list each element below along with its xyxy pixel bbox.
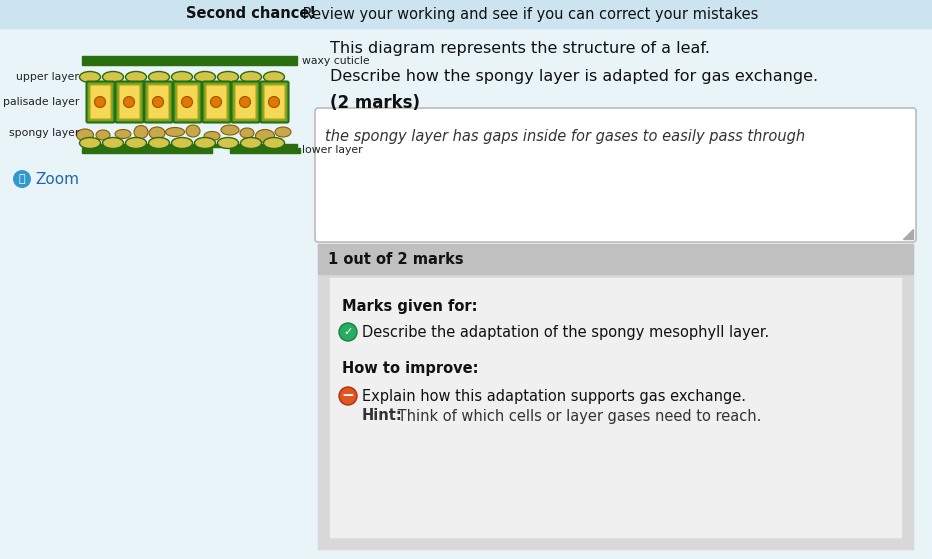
FancyBboxPatch shape	[87, 82, 115, 122]
Ellipse shape	[79, 72, 101, 83]
Text: lower layer: lower layer	[302, 145, 363, 155]
Bar	[82, 62, 297, 65]
Ellipse shape	[148, 138, 170, 149]
Ellipse shape	[255, 130, 275, 143]
Text: spongy layer: spongy layer	[8, 128, 79, 138]
Ellipse shape	[96, 130, 110, 140]
Ellipse shape	[153, 97, 163, 107]
Text: Second chance!: Second chance!	[186, 7, 316, 21]
FancyBboxPatch shape	[148, 85, 169, 119]
Ellipse shape	[171, 138, 193, 149]
Ellipse shape	[79, 138, 101, 149]
Ellipse shape	[240, 128, 254, 138]
Bar	[230, 148, 300, 153]
Ellipse shape	[126, 72, 146, 83]
FancyBboxPatch shape	[315, 108, 916, 242]
FancyBboxPatch shape	[235, 85, 256, 119]
Bar	[82, 56, 297, 61]
Text: Marks given for:: Marks given for:	[342, 299, 477, 314]
Ellipse shape	[94, 97, 105, 107]
Ellipse shape	[166, 127, 185, 136]
Ellipse shape	[126, 138, 146, 149]
Ellipse shape	[217, 138, 239, 149]
Ellipse shape	[211, 97, 222, 107]
Ellipse shape	[275, 127, 291, 137]
Ellipse shape	[134, 126, 148, 139]
FancyBboxPatch shape	[261, 82, 289, 122]
FancyBboxPatch shape	[173, 82, 201, 122]
Text: −: −	[342, 389, 354, 404]
Text: This diagram represents the structure of a leaf.: This diagram represents the structure of…	[330, 41, 710, 56]
Ellipse shape	[186, 125, 200, 137]
FancyBboxPatch shape	[202, 82, 230, 122]
Bar	[82, 148, 212, 153]
Bar	[0, 0, 932, 28]
Text: palisade layer: palisade layer	[3, 97, 79, 107]
FancyBboxPatch shape	[90, 85, 111, 119]
Text: waxy cuticle: waxy cuticle	[302, 56, 370, 66]
Text: Think of which cells or layer gases need to reach.: Think of which cells or layer gases need…	[393, 409, 761, 424]
Bar	[330, 278, 901, 537]
Text: Hint:: Hint:	[362, 409, 403, 424]
Ellipse shape	[204, 131, 220, 140]
Text: (2 marks): (2 marks)	[330, 94, 420, 112]
Text: ✓: ✓	[343, 327, 352, 337]
FancyBboxPatch shape	[177, 85, 198, 119]
Ellipse shape	[240, 138, 262, 149]
Ellipse shape	[264, 72, 284, 83]
Ellipse shape	[103, 138, 124, 149]
Ellipse shape	[221, 125, 239, 135]
Text: Explain how this adaptation supports gas exchange.: Explain how this adaptation supports gas…	[362, 389, 746, 404]
FancyBboxPatch shape	[119, 85, 140, 119]
Ellipse shape	[124, 97, 134, 107]
Text: How to improve:: How to improve:	[342, 361, 478, 376]
Text: Describe how the spongy layer is adapted for gas exchange.: Describe how the spongy layer is adapted…	[330, 69, 818, 84]
Polygon shape	[903, 229, 913, 239]
Bar	[318, 244, 913, 274]
FancyBboxPatch shape	[231, 82, 259, 122]
Ellipse shape	[264, 138, 284, 149]
Text: Zoom: Zoom	[35, 172, 79, 187]
Text: upper layer: upper layer	[16, 72, 79, 82]
Ellipse shape	[240, 97, 251, 107]
Circle shape	[339, 323, 357, 341]
Circle shape	[13, 170, 31, 188]
Ellipse shape	[195, 138, 215, 149]
Text: the spongy layer has gaps inside for gases to easily pass through: the spongy layer has gaps inside for gas…	[325, 129, 805, 144]
FancyBboxPatch shape	[264, 85, 285, 119]
Circle shape	[339, 387, 357, 405]
Ellipse shape	[115, 130, 131, 139]
Bar	[318, 244, 913, 549]
FancyBboxPatch shape	[116, 82, 144, 122]
Ellipse shape	[149, 127, 165, 139]
Ellipse shape	[171, 72, 193, 83]
Ellipse shape	[103, 72, 124, 83]
Ellipse shape	[195, 72, 215, 83]
Ellipse shape	[76, 129, 93, 141]
Text: Review your working and see if you can correct your mistakes: Review your working and see if you can c…	[298, 7, 759, 21]
Text: ⌕: ⌕	[19, 174, 25, 184]
Ellipse shape	[240, 72, 262, 83]
Text: 1 out of 2 marks: 1 out of 2 marks	[328, 252, 463, 267]
Ellipse shape	[268, 97, 280, 107]
Text: Describe the adaptation of the spongy mesophyll layer.: Describe the adaptation of the spongy me…	[362, 325, 769, 339]
FancyBboxPatch shape	[144, 82, 172, 122]
FancyBboxPatch shape	[206, 85, 227, 119]
Ellipse shape	[217, 72, 239, 83]
Ellipse shape	[182, 97, 193, 107]
Ellipse shape	[148, 72, 170, 83]
Bar	[82, 144, 297, 147]
